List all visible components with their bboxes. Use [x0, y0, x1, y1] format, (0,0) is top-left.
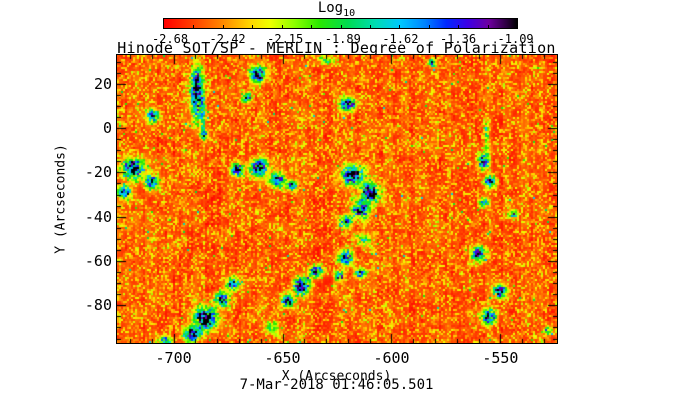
y-axis-label: Y (Arcseconds) [53, 144, 69, 254]
x-axis-label: X (Arcseconds) [281, 369, 392, 384]
colorbar-tick [399, 25, 401, 28]
colorbar-tick [340, 25, 342, 28]
colorbar-tick [252, 25, 254, 28]
x-tick-label: -600 [373, 349, 410, 367]
x-tick-label: -650 [264, 349, 301, 367]
colorbar-tick-label: -1.36 [439, 32, 477, 46]
colorbar-tick [222, 25, 224, 28]
colorbar-tick-label: -1.09 [497, 32, 534, 46]
colorbar-title-main: Log [317, 0, 344, 16]
y-tick-label: -80 [84, 296, 112, 315]
plot-area [116, 54, 558, 344]
y-tick-label: -40 [84, 207, 112, 226]
colorbar-tick [369, 25, 371, 28]
polarization-heatmap [117, 55, 557, 343]
colorbar-tick [281, 25, 283, 28]
colorbar-tick [311, 25, 313, 28]
colorbar-tick [428, 25, 430, 28]
colorbar-title-subscript: 10 [343, 7, 356, 19]
observation-timestamp: 7-Mar-2018 01:46:05.501 [239, 377, 434, 393]
colorbar-title: Log10 [0, 1, 673, 21]
colorbar-tick-label: -1.89 [324, 32, 361, 46]
colorbar-tick-label: -1.62 [382, 32, 419, 46]
y-tick-label: 20 [93, 74, 112, 93]
y-tick-label: -20 [84, 163, 112, 182]
x-tick-label: -550 [482, 349, 519, 367]
colorbar-tick-label: -2.15 [267, 32, 304, 46]
x-tick-label: -700 [155, 349, 192, 367]
colorbar [163, 18, 518, 29]
colorbar-tick-label: -2.68 [151, 32, 189, 46]
plot-title: Hinode SOT/SP - MERLIN : Degree of Polar… [117, 39, 556, 57]
y-tick-label: 0 [102, 119, 112, 138]
colorbar-tick [193, 25, 195, 28]
colorbar-tick-label: -2.42 [209, 32, 246, 46]
colorbar-tick [458, 25, 460, 28]
colorbar-tick [487, 25, 489, 28]
y-tick-label: -60 [84, 252, 112, 270]
